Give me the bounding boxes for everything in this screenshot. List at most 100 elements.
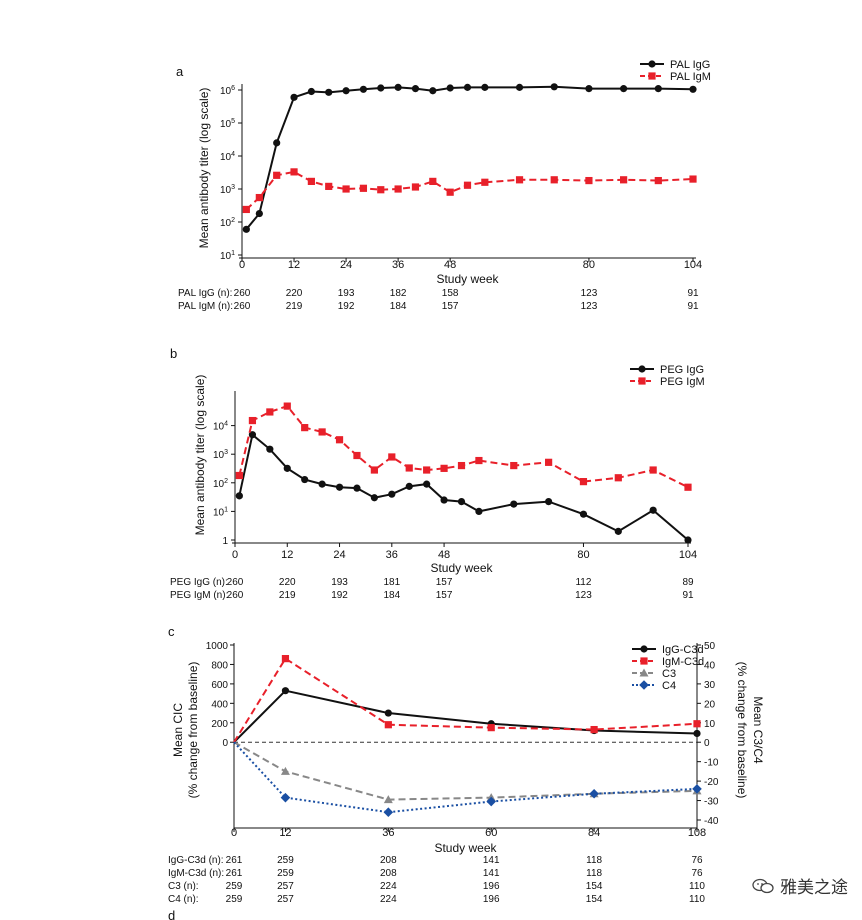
data-point (353, 451, 361, 460)
n-table-cell: 123 (575, 590, 592, 601)
legend-label: PAL IgM (670, 71, 711, 83)
y-axis-title-left-sub: (% change from baseline) (186, 662, 200, 799)
y-tick-label-right: 40 (704, 660, 716, 671)
x-tick-label: 12 (288, 259, 300, 271)
y-tick-label-left: 1000 (206, 641, 229, 652)
data-point (446, 84, 454, 92)
y-tick-label: 1 (222, 536, 228, 547)
data-point (301, 424, 309, 432)
n-table-cell: 192 (338, 301, 355, 312)
data-point (353, 484, 361, 492)
n-table-cell: 196 (483, 881, 500, 892)
data-point (383, 795, 393, 804)
n-table-row-label: PEG IgG (n): (170, 577, 228, 588)
data-point (359, 184, 368, 192)
data-point (620, 176, 628, 184)
y-tick-label-left: 600 (211, 680, 228, 691)
y-tick-label-right: -20 (704, 777, 719, 788)
y-tick-label-right: -30 (704, 797, 719, 808)
data-point (283, 402, 291, 410)
data-point (463, 83, 472, 91)
data-point (684, 536, 692, 544)
y-tick-label-left: 400 (211, 699, 228, 710)
data-point (589, 788, 599, 799)
data-point (307, 87, 315, 96)
n-table-cell: 261 (226, 868, 243, 879)
data-point (684, 483, 692, 491)
data-point (585, 176, 593, 185)
data-point (388, 490, 396, 498)
panel-label: b (170, 346, 177, 361)
y-tick-label-right: -40 (704, 816, 719, 827)
x-tick-label: 104 (679, 549, 697, 561)
y-axis-title-left: Mean CIC (171, 703, 185, 757)
data-point (384, 721, 392, 729)
data-point (335, 483, 344, 491)
n-table-row-label: C3 (n): (168, 881, 199, 892)
n-table-cell: 91 (682, 590, 694, 601)
series-line-c4 (233, 741, 698, 814)
panel-label: c (168, 624, 175, 639)
x-tick-label: 12 (279, 827, 291, 839)
n-table-cell: 157 (442, 301, 459, 312)
data-point (280, 792, 291, 803)
watermark-text: 雅美之途 (780, 878, 848, 898)
y-tick-label: 102 (220, 217, 235, 229)
legend-marker (638, 365, 646, 373)
data-point (342, 87, 350, 95)
data-point (487, 724, 495, 732)
n-table-cell: 224 (380, 881, 397, 892)
n-table-cell: 220 (286, 288, 303, 299)
n-table-cell: 91 (687, 288, 699, 299)
data-point (411, 183, 420, 191)
data-point (545, 498, 553, 506)
legend-label: C3 (662, 668, 676, 680)
y-tick-label: 104 (220, 151, 235, 163)
data-point (405, 464, 413, 472)
n-table-row-label: IgM-C3d (n): (168, 868, 224, 879)
series-line-peg-igg (238, 432, 689, 541)
data-point (290, 93, 298, 101)
data-point (290, 168, 298, 176)
n-table-cell: 259 (277, 855, 294, 866)
data-point (463, 181, 472, 189)
x-tick-label: 80 (577, 549, 589, 561)
n-table-row-label: PAL IgG (n): (178, 288, 232, 299)
y-tick-label: 104 (213, 421, 228, 433)
data-point (283, 464, 291, 472)
legend-label: PAL IgG (670, 59, 710, 71)
n-table-cell: 89 (682, 577, 694, 588)
data-point (281, 655, 290, 663)
x-tick-label: 80 (583, 259, 595, 271)
data-point (255, 193, 263, 202)
data-point (325, 88, 333, 96)
n-table-cell: 110 (689, 894, 705, 905)
y-axis-title: Mean antibody titer (log scale) (197, 88, 211, 249)
n-table-cell: 259 (226, 894, 243, 905)
x-tick-label: 48 (444, 259, 456, 271)
x-axis-title: Study week (430, 561, 493, 575)
legend-marker (640, 645, 648, 653)
legend-label: PEG IgM (660, 376, 705, 388)
legend-label: PEG IgG (660, 364, 704, 376)
data-point (692, 784, 702, 794)
y-tick-label: 103 (213, 449, 228, 461)
data-point (550, 176, 558, 184)
x-tick-label: 0 (239, 259, 245, 271)
n-table-cell: 260 (227, 590, 244, 601)
legend-label: C4 (662, 680, 676, 692)
data-point (579, 478, 588, 486)
n-table-cell: 157 (436, 590, 453, 601)
data-point (383, 807, 394, 818)
data-point (579, 510, 588, 518)
data-point (273, 171, 281, 179)
n-table-cell: 141 (483, 868, 500, 879)
n-table-cell: 259 (226, 881, 243, 892)
n-table-cell: 260 (234, 288, 251, 299)
data-point (614, 527, 622, 535)
x-tick-label: 36 (382, 827, 394, 839)
y-tick-label: 106 (220, 85, 235, 97)
data-point (614, 474, 622, 482)
data-point (325, 182, 333, 190)
data-point (446, 188, 454, 196)
